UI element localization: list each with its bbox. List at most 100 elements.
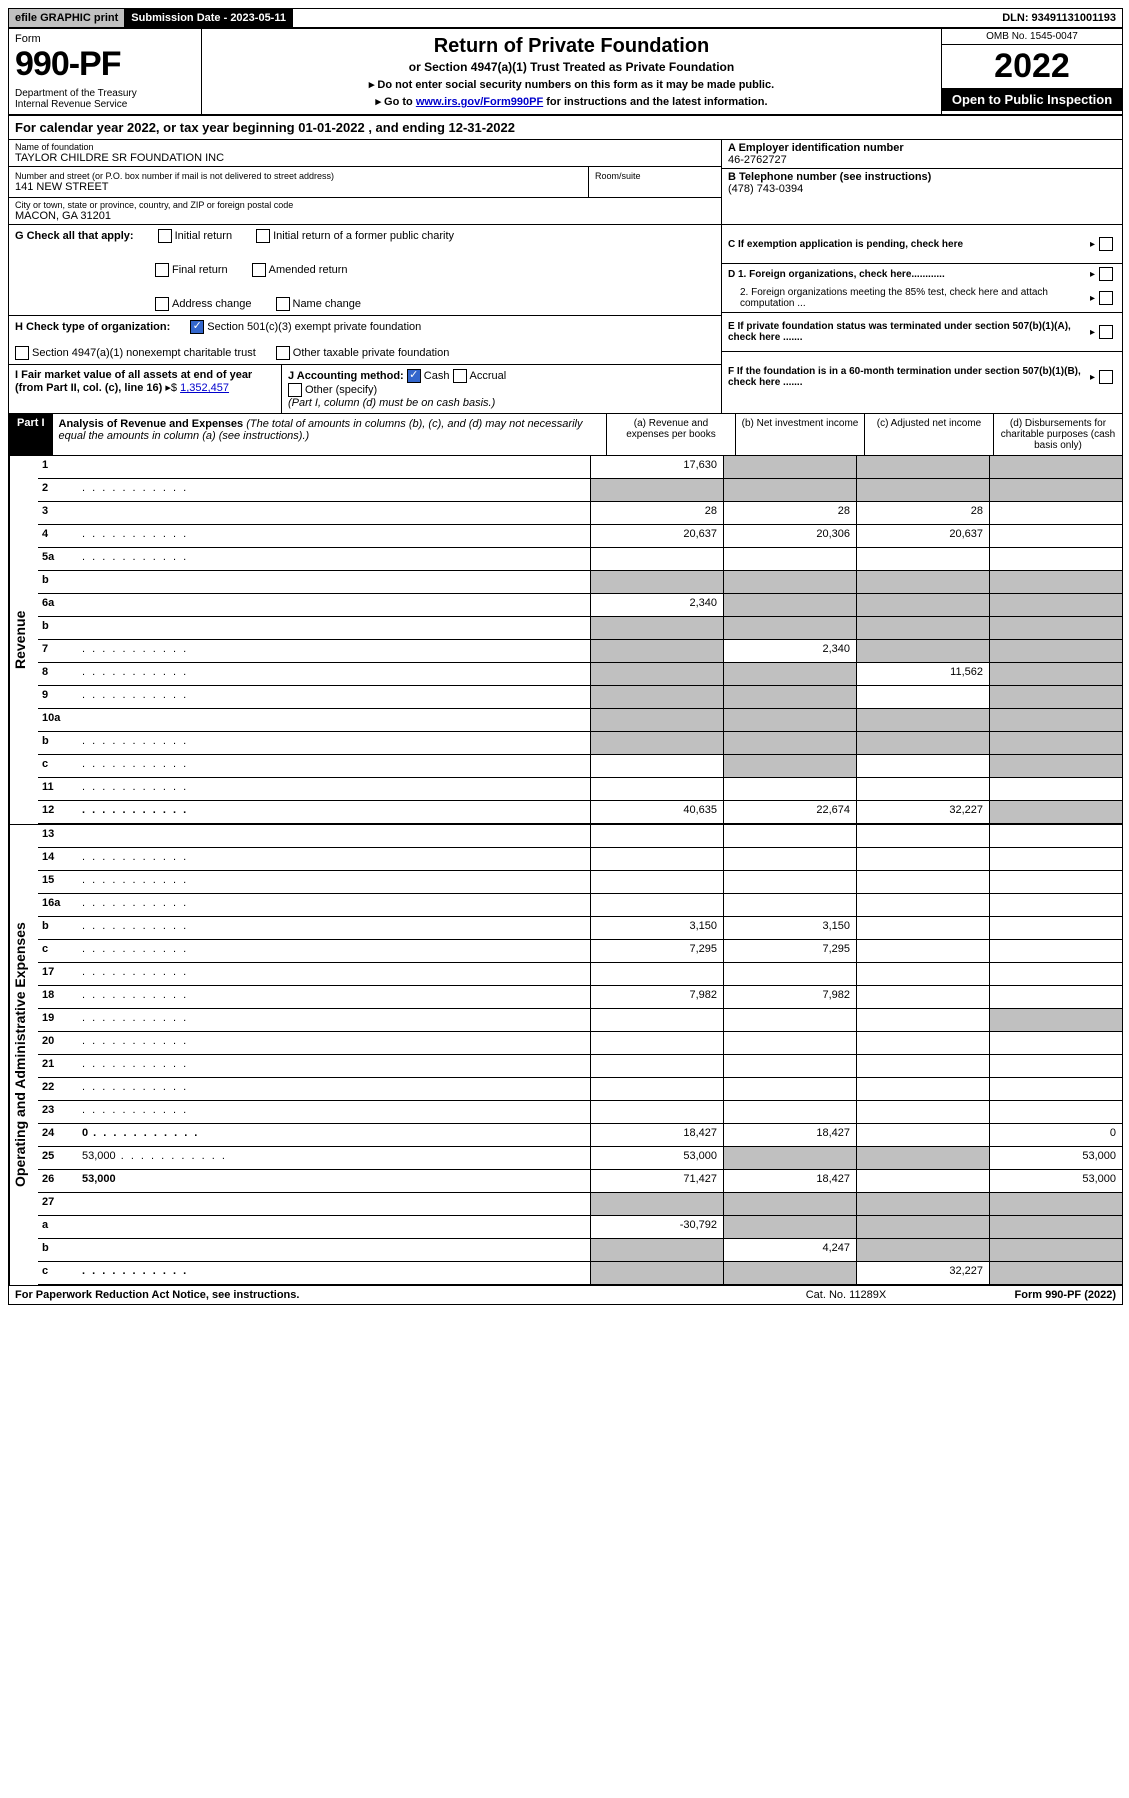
h-opt3[interactable]: Other taxable private foundation — [276, 346, 450, 360]
amount-col-d — [989, 1193, 1122, 1215]
amount-col-b: 2,340 — [723, 640, 856, 662]
i-value[interactable]: 1,352,457 — [180, 382, 229, 394]
line-number: 26 — [38, 1170, 78, 1192]
checkbox-icon[interactable] — [252, 263, 266, 277]
amount-col-c — [856, 640, 989, 662]
expenses-side-label: Operating and Administrative Expenses — [9, 825, 38, 1285]
table-row: b — [38, 732, 1122, 755]
amount-col-d — [989, 848, 1122, 870]
arrow-icon: ▸ — [1090, 239, 1095, 250]
amount-col-b: 7,982 — [723, 986, 856, 1008]
footer-mid: Cat. No. 11289X — [756, 1289, 936, 1301]
h-label: H Check type of organization: — [15, 321, 170, 333]
amount-col-b — [723, 686, 856, 708]
amount-col-a — [590, 479, 723, 501]
line-description — [78, 456, 590, 478]
amount-col-c — [856, 963, 989, 985]
f-label: F If the foundation is in a 60-month ter… — [728, 366, 1086, 388]
checkbox-icon[interactable] — [288, 383, 302, 397]
part1-title: Analysis of Revenue and Expenses — [59, 418, 244, 430]
note-ssn: ▸ Do not enter social security numbers o… — [208, 78, 935, 91]
j-accrual[interactable]: Accrual — [453, 370, 507, 382]
checkbox-icon[interactable] — [1099, 237, 1113, 251]
checkbox-checked-icon[interactable] — [190, 320, 204, 334]
checkbox-icon[interactable] — [276, 297, 290, 311]
checkbox-icon[interactable] — [1099, 325, 1113, 339]
amount-col-b — [723, 963, 856, 985]
amount-col-c — [856, 732, 989, 754]
checkbox-icon[interactable] — [1099, 291, 1113, 305]
line-description — [78, 1101, 590, 1123]
table-row: 6a2,340 — [38, 594, 1122, 617]
checkbox-icon[interactable] — [276, 346, 290, 360]
g-opt-address[interactable]: Address change — [155, 297, 252, 311]
amount-col-a: 7,982 — [590, 986, 723, 1008]
table-row: 9 — [38, 686, 1122, 709]
amount-col-d: 0 — [989, 1124, 1122, 1146]
amount-col-c — [856, 755, 989, 777]
checkbox-icon[interactable] — [155, 263, 169, 277]
g-opt-final[interactable]: Final return — [155, 263, 228, 277]
amount-col-c — [856, 571, 989, 593]
amount-col-a — [590, 1078, 723, 1100]
table-row: 2553,00053,00053,000 — [38, 1147, 1122, 1170]
i-arrow: ▸$ — [165, 382, 180, 394]
amount-col-c — [856, 1032, 989, 1054]
checkbox-icon[interactable] — [1099, 267, 1113, 281]
j-note: (Part I, column (d) must be on cash basi… — [288, 397, 495, 409]
amount-col-b: 4,247 — [723, 1239, 856, 1261]
amount-col-c — [856, 709, 989, 731]
amount-col-b: 3,150 — [723, 917, 856, 939]
amount-col-d — [989, 456, 1122, 478]
amount-col-b — [723, 732, 856, 754]
tax-year: 2022 — [942, 45, 1122, 88]
amount-col-d — [989, 617, 1122, 639]
checkbox-icon[interactable] — [453, 369, 467, 383]
g-opt-former[interactable]: Initial return of a former public charit… — [256, 229, 454, 243]
amount-col-a: 20,637 — [590, 525, 723, 547]
checkbox-icon[interactable] — [1099, 370, 1113, 384]
line-number: b — [38, 571, 78, 593]
j-cash[interactable]: Cash — [407, 370, 450, 382]
amount-col-d — [989, 917, 1122, 939]
g-opt-name[interactable]: Name change — [276, 297, 362, 311]
calendar-year: For calendar year 2022, or tax year begi… — [9, 116, 1122, 140]
amount-col-b — [723, 848, 856, 870]
amount-col-a — [590, 617, 723, 639]
right-checks: C If exemption application is pending, c… — [721, 225, 1122, 413]
amount-col-c — [856, 917, 989, 939]
amount-col-c — [856, 778, 989, 800]
amount-col-a — [590, 963, 723, 985]
arrow-icon: ▸ — [1090, 372, 1095, 383]
h-opt2[interactable]: Section 4947(a)(1) nonexempt charitable … — [15, 346, 256, 360]
amount-col-d — [989, 1262, 1122, 1284]
checkbox-icon[interactable] — [158, 229, 172, 243]
checkbox-checked-icon[interactable] — [407, 369, 421, 383]
checkbox-icon[interactable] — [155, 297, 169, 311]
amount-col-a — [590, 871, 723, 893]
line-number: 13 — [38, 825, 78, 847]
table-row: 14 — [38, 848, 1122, 871]
amount-col-b: 20,306 — [723, 525, 856, 547]
checkbox-icon[interactable] — [256, 229, 270, 243]
line-description — [78, 1009, 590, 1031]
line-number: 24 — [38, 1124, 78, 1146]
line-description — [78, 1055, 590, 1077]
line-number: 4 — [38, 525, 78, 547]
g-opt-initial[interactable]: Initial return — [158, 229, 232, 243]
line-description — [78, 1078, 590, 1100]
j-other[interactable]: Other (specify) — [288, 384, 377, 396]
g-opt-amended[interactable]: Amended return — [252, 263, 348, 277]
irs-link[interactable]: www.irs.gov/Form990PF — [416, 96, 543, 108]
amount-col-a — [590, 1032, 723, 1054]
amount-col-a — [590, 894, 723, 916]
amount-col-a: 53,000 — [590, 1147, 723, 1169]
table-row: 16a — [38, 894, 1122, 917]
amount-col-c — [856, 1009, 989, 1031]
amount-col-c — [856, 1147, 989, 1169]
h-opt1[interactable]: Section 501(c)(3) exempt private foundat… — [190, 320, 421, 334]
checkbox-icon[interactable] — [15, 346, 29, 360]
amount-col-a: 71,427 — [590, 1170, 723, 1192]
line-number: 7 — [38, 640, 78, 662]
table-row: 10a — [38, 709, 1122, 732]
